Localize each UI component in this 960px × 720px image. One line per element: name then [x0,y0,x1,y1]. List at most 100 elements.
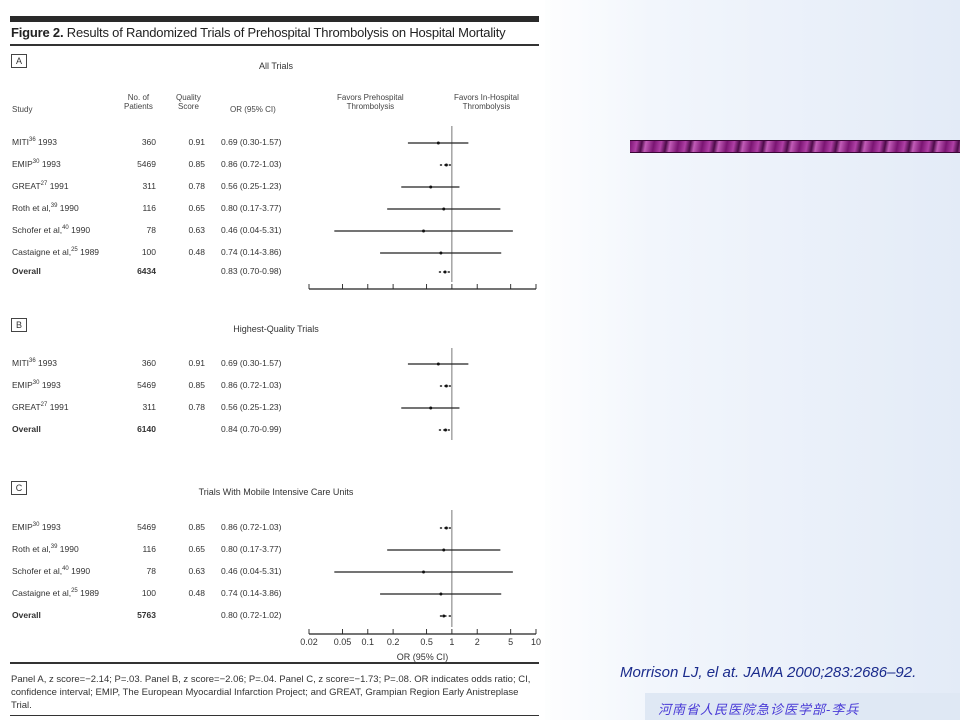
study-patients: 100 [141,247,156,257]
study-ref: 25 [71,588,78,595]
overall-label: Overall [12,610,41,620]
overall-or: 0.80 (0.72-1.02) [221,610,282,620]
study-name: Schofer et al,40 1990 [12,225,90,235]
study-year: 1989 [77,247,100,257]
study-name-text: EMIP [12,380,33,390]
study-or: 0.86 (0.72-1.03) [221,159,282,169]
study-patients: 360 [141,137,156,147]
header-quality-line: Score [178,102,199,111]
figure-number: Figure 2. [11,25,64,40]
header-patients-line: No. of [127,93,150,102]
study-patients: 78 [146,566,156,576]
study-quality: 0.85 [188,159,205,169]
footnote-rule [10,715,539,716]
study-ref: 30 [32,522,40,529]
overall-patients: 6140 [137,424,156,434]
study-patients: 311 [142,402,156,412]
x-tick-label: 0.2 [387,637,400,647]
study-point [439,251,443,255]
study-or: 0.80 (0.17-3.77) [221,544,282,554]
study-or: 0.56 (0.25-1.23) [221,402,282,412]
study-or: 0.86 (0.72-1.03) [221,380,282,390]
study-name-text: MITI [12,137,29,147]
study-or: 0.74 (0.14-3.86) [221,588,282,598]
study-name-text: EMIP [12,159,33,169]
header-patients: No. of Patients [124,93,153,111]
header-favors-right-line: Favors In-Hospital [454,93,519,102]
study-quality: 0.85 [188,380,205,390]
header-favors-left-line: Thrombolysis [346,102,395,111]
study-patients: 311 [142,181,156,191]
x-tick-label: 0.05 [334,637,352,647]
panel-title-b: Highest-Quality Trials [233,324,319,334]
panel-label-c: C [11,481,27,495]
study-patients: 5469 [137,522,156,532]
study-or: 0.74 (0.14-3.86) [221,247,282,257]
overall-point [443,270,447,274]
study-point [444,163,448,167]
x-tick-label: 0.5 [420,637,433,647]
study-or: 0.46 (0.04-5.31) [221,225,282,235]
study-ref: 36 [29,137,36,144]
overall-label: Overall [12,266,41,276]
study-ref: 39 [50,203,58,210]
study-patients: 5469 [137,380,156,390]
study-name-text: Roth et al, [12,544,51,554]
decorative-band [630,140,960,153]
study-quality: 0.65 [188,203,205,213]
study-point [444,384,448,388]
study-or: 0.86 (0.72-1.03) [221,522,282,532]
study-or: 0.80 (0.17-3.77) [221,203,282,213]
study-name-text: Schofer et al, [12,225,63,235]
study-point [429,406,433,410]
study-name: EMIP30 1993 [12,522,61,532]
overall-patients: 6434 [137,266,156,276]
study-ref: 27 [40,402,48,409]
x-tick-label: 2 [475,637,480,647]
author-bar [645,693,960,720]
study-patients: 116 [142,203,156,213]
study-patients: 360 [141,358,156,368]
x-tick-label: 1 [449,637,454,647]
study-quality: 0.63 [188,566,205,576]
study-quality: 0.65 [188,544,205,554]
x-tick-label: 5 [508,637,513,647]
x-tick-label: 0.1 [362,637,375,647]
x-axis-label: OR (95% CI) [397,652,449,662]
study-quality: 0.78 [188,181,205,191]
study-year: 1991 [47,402,69,412]
study-point [429,185,433,189]
overall-or: 0.84 (0.70-0.99) [221,424,282,434]
study-patients: 100 [141,588,156,598]
study-ref: 30 [32,380,40,387]
author-credit: 河南省人民医院急诊医学部-李兵 [658,703,860,718]
study-ref: 30 [32,159,40,166]
study-name-text: GREAT [12,181,41,191]
study-name: Roth et al,39 1990 [12,203,79,213]
study-point [442,548,446,552]
x-tick-label: 0.02 [300,637,318,647]
study-ref: 40 [62,566,69,573]
study-year: 1993 [39,380,61,390]
study-quality: 0.63 [188,225,205,235]
study-year: 1990 [57,544,79,554]
study-quality: 0.48 [188,588,205,598]
study-point [436,362,440,366]
study-name: MITI36 1993 [12,358,57,368]
study-point [444,526,448,530]
header-quality: Quality Score [176,93,201,111]
study-quality: 0.91 [188,358,205,368]
header-patients-line: Patients [124,102,153,111]
figure-footnote: Panel A, z score=−2.14; P=.03. Panel B, … [11,674,531,711]
study-or: 0.69 (0.30-1.57) [221,137,282,147]
header-favors-left-line: Favors Prehospital [337,93,404,102]
forest-plot-figure: Figure 2. Results of Randomized Trials o… [10,16,542,716]
study-patients: 116 [142,544,156,554]
study-quality: 0.91 [188,137,205,147]
study-name: Schofer et al,40 1990 [12,566,90,576]
study-year: 1990 [68,566,91,576]
study-name-text: Castaigne et al, [12,588,72,598]
figure-title-rule [10,44,539,46]
study-name-text: Roth et al, [12,203,51,213]
study-ref: 40 [62,225,69,232]
